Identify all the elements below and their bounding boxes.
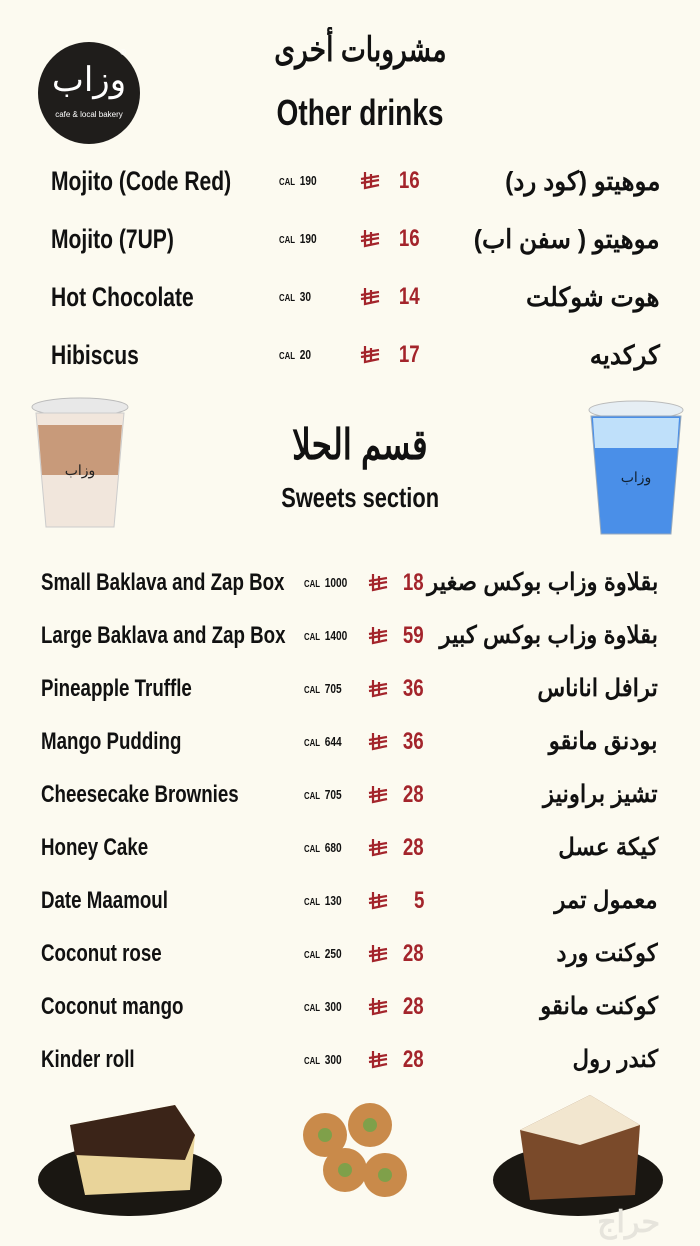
drinks-title-english: Other drinks: [276, 92, 444, 133]
item-price: 17: [399, 341, 420, 368]
item-name-english: Pineapple Truffle: [41, 675, 192, 702]
item-name-english: Cheesecake Brownies: [41, 781, 239, 808]
menu-item-row: Date Maamoul CAL 130 5 معمول تمر: [0, 881, 700, 921]
item-name-english: Mojito (7UP): [51, 224, 174, 254]
item-price: 14: [399, 283, 420, 310]
saudi-riyal-icon: [368, 945, 388, 963]
item-calories: CAL 250: [304, 946, 342, 961]
menu-item-row: Mojito (7UP) CAL 190 16 موهيتو ( سفن اب): [0, 219, 700, 259]
item-name-english: Mojito (Code Red): [51, 166, 232, 196]
menu-item-row: Hibiscus CAL 20 17 كركديه: [0, 335, 700, 375]
item-calories: CAL 300: [304, 1052, 342, 1067]
item-calories: CAL 30: [279, 289, 312, 304]
item-price: 28: [403, 993, 424, 1020]
saudi-riyal-icon: [368, 892, 388, 910]
item-price: 28: [403, 1046, 424, 1073]
saudi-riyal-icon: [368, 839, 388, 857]
menu-item-row: Mojito (Code Red) CAL 190 16 موهيتو (كود رد): [0, 161, 700, 201]
saudi-riyal-icon: [368, 733, 388, 751]
menu-item-row: Hot Chocolate CAL 30 14 هوت شوكلت: [0, 277, 700, 317]
item-name-english: Hot Chocolate: [51, 282, 194, 312]
item-name-arabic: كوكنت مانقو: [540, 993, 658, 1020]
menu-item-row: Cheesecake Brownies CAL 705 28 تشيز براونيز: [0, 775, 700, 815]
svg-text:وزاب: وزاب: [65, 463, 96, 479]
item-name-arabic: كوكنت ورد: [556, 940, 658, 967]
honey-cake-image: [493, 1095, 663, 1216]
saudi-riyal-icon: [368, 786, 388, 804]
item-calories: CAL 1000: [304, 575, 348, 590]
saudi-riyal-icon: [368, 574, 388, 592]
haraj-watermark: حراج: [597, 1206, 660, 1239]
item-calories: CAL 705: [304, 787, 342, 802]
item-name-english: Large Baklava and Zap Box: [41, 622, 286, 649]
item-price: 16: [399, 167, 420, 194]
saudi-riyal-icon: [368, 1051, 388, 1069]
item-calories: CAL 190: [279, 231, 317, 246]
item-name-english: Small Baklava and Zap Box: [41, 569, 285, 596]
svg-text:وزاب: وزاب: [621, 470, 652, 486]
item-name-arabic: كيكة عسل: [557, 834, 658, 861]
item-calories: CAL 1400: [304, 628, 348, 643]
item-price: 36: [403, 728, 424, 755]
item-price: 28: [403, 781, 424, 808]
date-maamoul-image: [303, 1103, 407, 1197]
item-price: 28: [403, 940, 424, 967]
saudi-riyal-icon: [360, 288, 380, 306]
sweets-title-arabic: قسم الحلا: [292, 421, 428, 468]
cafe-logo: ® وزاب cafe & local bakery: [38, 42, 140, 144]
item-name-arabic: بقلاوة وزاب بوكس كبير: [439, 622, 658, 649]
item-price: 5: [413, 887, 424, 914]
menu-item-row: Large Baklava and Zap Box CAL 1400 59 بقلاوة…: [0, 616, 700, 656]
item-calories: CAL 20: [279, 347, 312, 362]
item-name-arabic: معمول تمر: [554, 887, 658, 914]
item-name-arabic: موهيتو ( سفن اب): [474, 224, 660, 254]
item-name-arabic: بقلاوة وزاب بوكس صغير: [426, 569, 658, 596]
saudi-riyal-icon: [360, 346, 380, 364]
item-name-arabic: ترافل اناناس: [537, 675, 658, 702]
item-calories: CAL 680: [304, 840, 342, 855]
sweets-title-english: Sweets section: [281, 482, 439, 513]
menu-item-row: Mango Pudding CAL 644 36 بودنق مانقو: [0, 722, 700, 762]
item-price: 28: [403, 834, 424, 861]
item-name-english: Coconut rose: [41, 940, 162, 967]
item-price: 18: [403, 569, 424, 596]
item-name-english: Kinder roll: [41, 1046, 135, 1073]
item-name-arabic: بودنق مانقو: [549, 728, 658, 755]
item-calories: CAL 705: [304, 681, 342, 696]
item-calories: CAL 644: [304, 734, 342, 749]
item-name-english: Coconut mango: [41, 993, 184, 1020]
item-name-arabic: موهيتو (كود رد): [504, 166, 660, 196]
item-calories: CAL 300: [304, 999, 342, 1014]
menu-item-row: Kinder roll CAL 300 28 كندر رول: [0, 1040, 700, 1080]
menu-item-row: Coconut mango CAL 300 28 كوكنت مانقو: [0, 987, 700, 1027]
item-name-english: Mango Pudding: [41, 728, 182, 755]
item-name-arabic: تشيز براونيز: [543, 781, 658, 808]
menu-item-row: Coconut rose CAL 250 28 كوكنت ورد: [0, 934, 700, 974]
menu-item-row: Honey Cake CAL 680 28 كيكة عسل: [0, 828, 700, 868]
kinder-roll-dessert-image: [38, 1105, 222, 1216]
item-price: 16: [399, 225, 420, 252]
item-name-arabic: هوت شوكلت: [526, 282, 660, 312]
menu-item-row: Small Baklava and Zap Box CAL 1000 18 بقلاوة…: [0, 563, 700, 603]
saudi-riyal-icon: [368, 998, 388, 1016]
item-price: 36: [403, 675, 424, 702]
item-name-english: Hibiscus: [51, 340, 139, 370]
item-name-arabic: كندر رول: [572, 1046, 658, 1073]
menu-item-row: Pineapple Truffle CAL 705 36 ترافل اناناس: [0, 669, 700, 709]
saudi-riyal-icon: [368, 627, 388, 645]
saudi-riyal-icon: [360, 230, 380, 248]
iced-coffee-cup-image: وزاب: [31, 397, 129, 528]
saudi-riyal-icon: [368, 680, 388, 698]
item-calories: CAL 130: [304, 893, 342, 908]
drinks-title-arabic: مشروبات أخرى: [273, 31, 447, 69]
item-calories: CAL 190: [279, 173, 317, 188]
blue-mojito-cup-image: وزاب: [588, 400, 684, 535]
item-name-arabic: كركديه: [589, 340, 660, 370]
item-price: 59: [403, 622, 424, 649]
item-name-english: Honey Cake: [41, 834, 149, 861]
saudi-riyal-icon: [360, 172, 380, 190]
item-name-english: Date Maamoul: [41, 887, 168, 914]
